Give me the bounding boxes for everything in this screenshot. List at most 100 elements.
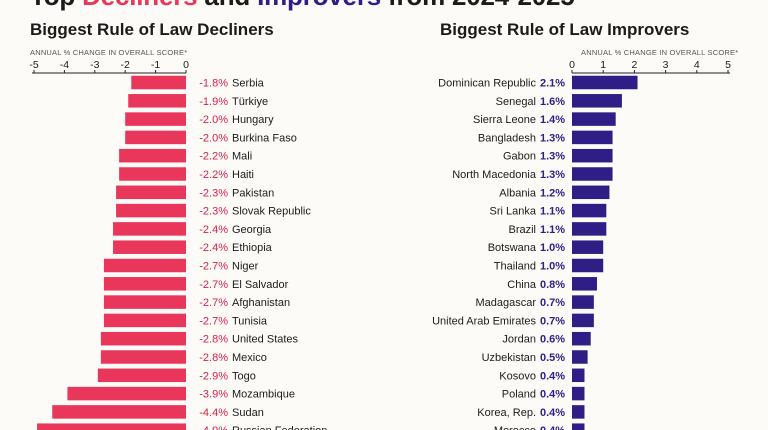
- category-label: Korea, Rep.: [477, 407, 536, 419]
- data-label: -2.7%: [199, 261, 228, 273]
- page-title-decliners-word: Decliners: [82, 0, 197, 11]
- data-label: -2.7%: [199, 279, 228, 291]
- decliners-chart-title: Biggest Rule of Law Decliners: [30, 20, 274, 39]
- data-label: 0.4%: [540, 407, 565, 419]
- x-tick-label: -1: [151, 59, 160, 71]
- x-tick-label: -4: [60, 59, 69, 71]
- data-label: 2.1%: [540, 78, 565, 90]
- bar: [131, 75, 186, 90]
- category-label: Afghanistan: [232, 297, 290, 309]
- bar: [100, 331, 186, 346]
- data-label: -2.0%: [199, 132, 228, 144]
- data-label: -2.3%: [199, 187, 228, 199]
- bar: [572, 112, 616, 126]
- data-label: 1.6%: [540, 96, 565, 108]
- bar: [119, 148, 186, 163]
- data-label: -2.4%: [199, 224, 228, 236]
- bar: [116, 185, 186, 200]
- data-label: -2.7%: [199, 297, 228, 309]
- bar: [572, 75, 638, 90]
- data-label: -2.8%: [199, 334, 228, 346]
- category-label: Togo: [232, 370, 256, 382]
- data-label: -2.3%: [199, 206, 228, 218]
- category-label: Dominican Republic: [438, 78, 536, 90]
- page-title: Top Decliners and Improvers from 2024-20…: [30, 0, 575, 12]
- category-label: Jordan: [502, 334, 536, 346]
- x-tick-label: 5: [725, 59, 731, 71]
- data-label: -2.2%: [199, 151, 228, 163]
- bar: [113, 240, 186, 254]
- x-tick-label: -3: [90, 59, 99, 71]
- data-label: -2.2%: [199, 169, 228, 181]
- data-label: 0.7%: [540, 297, 565, 309]
- bar: [572, 331, 591, 346]
- data-label: 1.3%: [540, 169, 565, 181]
- data-label: -3.9%: [199, 389, 228, 401]
- bar: [113, 222, 186, 236]
- category-label: Gabon: [503, 151, 536, 163]
- bar: [572, 240, 604, 254]
- bar: [103, 313, 186, 328]
- x-tick-label: -2: [121, 59, 130, 71]
- category-label: Brazil: [508, 224, 536, 236]
- page-title-improvers-word: Improvers: [257, 0, 381, 11]
- category-label: North Macedonia: [452, 169, 537, 181]
- bar: [97, 368, 186, 383]
- category-label: Burkina Faso: [232, 132, 297, 144]
- category-label: Thailand: [494, 261, 536, 273]
- decliners-chart: -5 -4 -3 -2 -1 0 -1.8% Serbia -1.9% Türkiye -2.0% H…: [29, 59, 327, 430]
- data-label: 1.2%: [540, 187, 565, 199]
- category-label: Serbia: [232, 78, 265, 90]
- x-tick-label: 0: [569, 59, 575, 71]
- category-label: Mozambique: [232, 389, 295, 401]
- data-label: -4.4%: [199, 407, 228, 419]
- category-label: Kosovo: [499, 370, 536, 382]
- bar: [572, 405, 585, 419]
- category-label: Pakistan: [232, 187, 274, 199]
- decliners-axis-caption: ANNUAL % CHANGE IN OVERALL SCORE*: [30, 48, 188, 57]
- category-label: Tunisia: [232, 315, 268, 327]
- category-label: El Salvador: [232, 279, 289, 291]
- category-label: Poland: [502, 389, 536, 401]
- category-label: Russian Federation: [232, 425, 327, 430]
- bar: [572, 258, 604, 273]
- data-label: -1.9%: [199, 96, 228, 108]
- bar: [572, 167, 613, 181]
- data-label: 1.1%: [540, 224, 565, 236]
- data-label: -2.9%: [199, 370, 228, 382]
- data-label: 0.7%: [540, 315, 565, 327]
- x-tick-label: 2: [631, 59, 637, 71]
- bar: [572, 203, 607, 218]
- x-tick-label: -5: [29, 59, 38, 71]
- data-label: 1.0%: [540, 261, 565, 273]
- data-label: 0.4%: [540, 370, 565, 382]
- bar: [572, 130, 613, 145]
- category-label: Senegal: [496, 96, 536, 108]
- page-title-part: and: [197, 0, 257, 11]
- category-label: Slovak Republic: [232, 206, 311, 218]
- category-label: Uzbekistan: [482, 352, 536, 364]
- category-label: Georgia: [232, 224, 272, 236]
- data-label: 1.1%: [540, 206, 565, 218]
- data-label: -2.7%: [199, 315, 228, 327]
- data-label: 1.4%: [540, 114, 565, 126]
- bar: [572, 350, 588, 364]
- page-title-part: Top: [30, 0, 82, 11]
- category-label: Mexico: [232, 352, 267, 364]
- data-label: 1.3%: [540, 151, 565, 163]
- category-label: Botswana: [488, 242, 537, 254]
- bar: [100, 350, 186, 364]
- data-label: -4.9%: [199, 425, 228, 430]
- x-tick-label: 3: [663, 59, 669, 71]
- improvers-axis-caption: ANNUAL % CHANGE IN OVERALL SCORE*: [581, 48, 739, 57]
- x-tick-label: 0: [183, 59, 189, 71]
- category-label: Hungary: [232, 114, 274, 126]
- x-tick-label: 4: [694, 59, 700, 71]
- data-label: -1.8%: [199, 78, 228, 90]
- data-label: 0.6%: [540, 334, 565, 346]
- data-label: 0.5%: [540, 352, 565, 364]
- bar: [67, 386, 186, 401]
- bar: [572, 94, 622, 108]
- bar: [572, 185, 610, 200]
